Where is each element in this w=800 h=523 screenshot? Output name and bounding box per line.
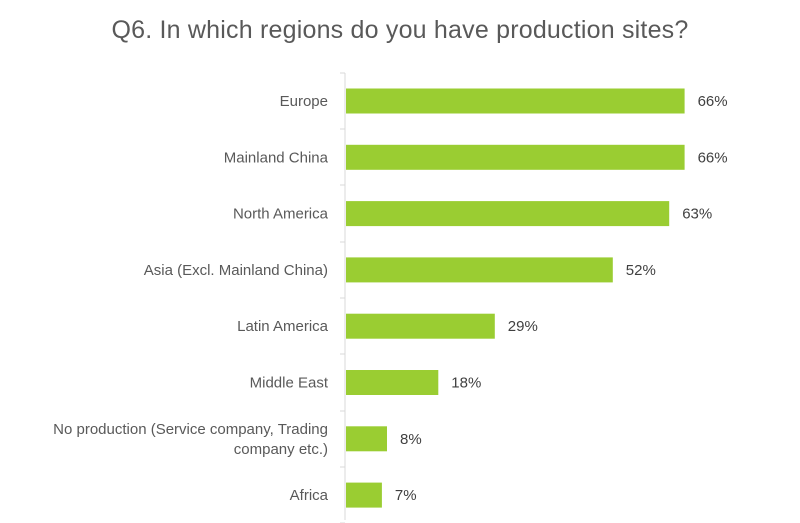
category-label-line: Middle East: [250, 375, 329, 392]
bar: [346, 313, 495, 339]
category-label-line: company etc.): [234, 441, 328, 458]
bar: [346, 201, 670, 227]
data-label: 7%: [395, 487, 417, 504]
category-label-line: No production (Service company, Trading: [53, 421, 328, 438]
bar: [346, 257, 613, 283]
category-label: Africa: [290, 487, 329, 504]
bar: [346, 88, 685, 114]
data-label: 18%: [451, 375, 481, 392]
axis-ticks: [340, 72, 345, 523]
bar: [346, 144, 685, 170]
category-label: No production (Service company, Trading c…: [53, 421, 328, 458]
bar: [346, 370, 439, 395]
category-label-line: Asia (Excl. Mainland China): [144, 262, 328, 279]
category-label: Europe: [280, 93, 328, 110]
data-label: 29%: [508, 318, 538, 335]
bars: [346, 88, 685, 508]
category-labels: Europe Mainland China North America Asia (E…: [53, 93, 329, 504]
category-label-line: North America: [233, 206, 329, 223]
category-label: Middle East: [250, 375, 329, 392]
category-label: Latin America: [237, 318, 329, 335]
category-label-line: Latin America: [237, 318, 329, 335]
data-label: 52%: [626, 262, 656, 279]
data-label: 8%: [400, 431, 422, 448]
data-label: 63%: [682, 206, 712, 223]
data-label: 66%: [698, 149, 728, 166]
category-label-line: Europe: [280, 93, 328, 110]
category-label: Asia (Excl. Mainland China): [144, 262, 328, 279]
category-label-line: Africa: [290, 487, 329, 504]
value-labels: 66% 66% 63% 52% 29% 18% 8% 7%: [395, 93, 728, 504]
data-label: 66%: [698, 93, 728, 110]
bar: [346, 482, 382, 508]
category-label: Mainland China: [224, 149, 329, 166]
chart-title: Q6. In which regions do you have product…: [111, 16, 689, 44]
bar: [346, 426, 387, 452]
category-label-line: Mainland China: [224, 149, 329, 166]
category-label: North America: [233, 206, 329, 223]
